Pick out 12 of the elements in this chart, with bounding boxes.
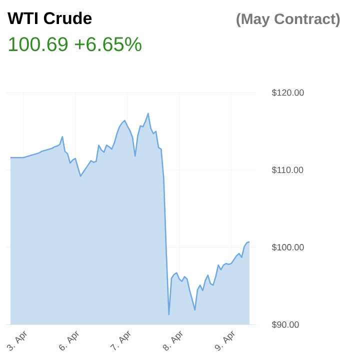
text: (May Contract): [236, 13, 340, 28]
x-tick-label: 7. Apr: [110, 330, 131, 350]
chart-subtitle: 100.69 +6.65%: [9, 37, 142, 52]
y-tick-label: $100.00: [272, 244, 304, 251]
x-tick-label: 6. Apr: [59, 330, 79, 350]
x-tick-label: 8. Apr: [162, 330, 183, 351]
x-tick-label: 3. Apr: [6, 330, 27, 351]
y-tick-label: $110.00: [272, 166, 304, 174]
chart-title: WTI Crude: [8, 12, 92, 24]
y-tick-label: $120.00: [272, 89, 304, 96]
x-tick-label: 9. Apr: [214, 330, 235, 351]
y-tick-label: $90.00: [272, 321, 299, 328]
